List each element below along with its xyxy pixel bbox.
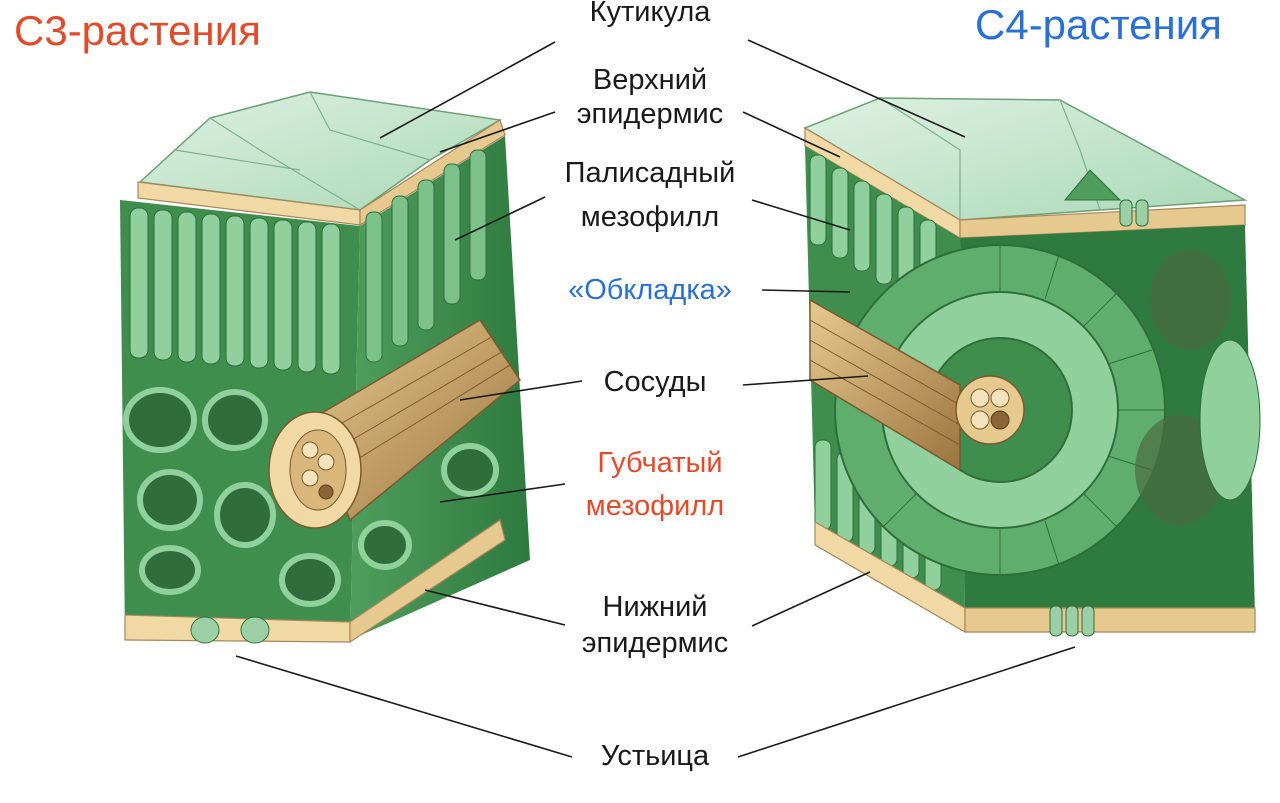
arrow-palisade-c3: [454, 196, 546, 241]
c4-title: С4-растения: [975, 1, 1222, 48]
c3-palisade-cells: [129, 149, 487, 375]
label-vessels: Сосуды: [603, 366, 707, 398]
label-palisade-2: мезофилл: [580, 201, 720, 233]
label-upper-epidermis-1: Верхний: [592, 64, 708, 96]
arrow-cuticle-c3: [379, 41, 556, 139]
c3-spongy-mesophyll: [123, 387, 499, 607]
c4-spongy-mesophyll: [1135, 250, 1261, 525]
arrow-stomata-c4: [737, 646, 1076, 758]
c4-stoma: [1049, 199, 1149, 637]
label-palisade-1: Палисадный: [564, 157, 736, 189]
c3-vascular-bundle: [268, 318, 522, 529]
arrow-upper-epidermis-c3: [439, 111, 556, 153]
leader-lines: [235, 39, 1076, 758]
arrow-stomata-c3: [235, 655, 573, 758]
arrow-spongy-c3: [439, 483, 566, 503]
c3-title: С3-растения: [14, 7, 261, 54]
arrow-lower-epidermis-c4: [751, 571, 871, 627]
arrow-vessels-c3: [459, 380, 583, 401]
arrow-palisade-c4: [751, 199, 851, 231]
c3-leaf-block: [120, 91, 530, 644]
c3-stoma: [190, 616, 270, 644]
label-lower-epidermis-2: эпидермис: [581, 627, 729, 659]
arrow-lower-epidermis-c3: [424, 589, 566, 626]
arrow-bundle-sheath-c4: [761, 289, 851, 293]
c4-leaf-block: [803, 97, 1261, 637]
arrow-upper-epidermis-c4: [742, 111, 841, 158]
label-stomata: Устьица: [600, 740, 710, 772]
label-cuticle: Кутикула: [589, 0, 711, 28]
arrow-cuticle-c4: [747, 39, 966, 138]
arrow-vessels-c4: [742, 375, 869, 386]
c4-vascular-bundle: [809, 298, 1025, 472]
label-spongy-2: мезофилл: [585, 490, 725, 522]
label-lower-epidermis-1: Нижний: [602, 591, 708, 623]
label-bundle-sheath: «Обкладка»: [568, 274, 732, 306]
label-upper-epidermis-2: эпидермис: [576, 98, 724, 130]
label-spongy-1: Губчатый: [597, 447, 723, 479]
